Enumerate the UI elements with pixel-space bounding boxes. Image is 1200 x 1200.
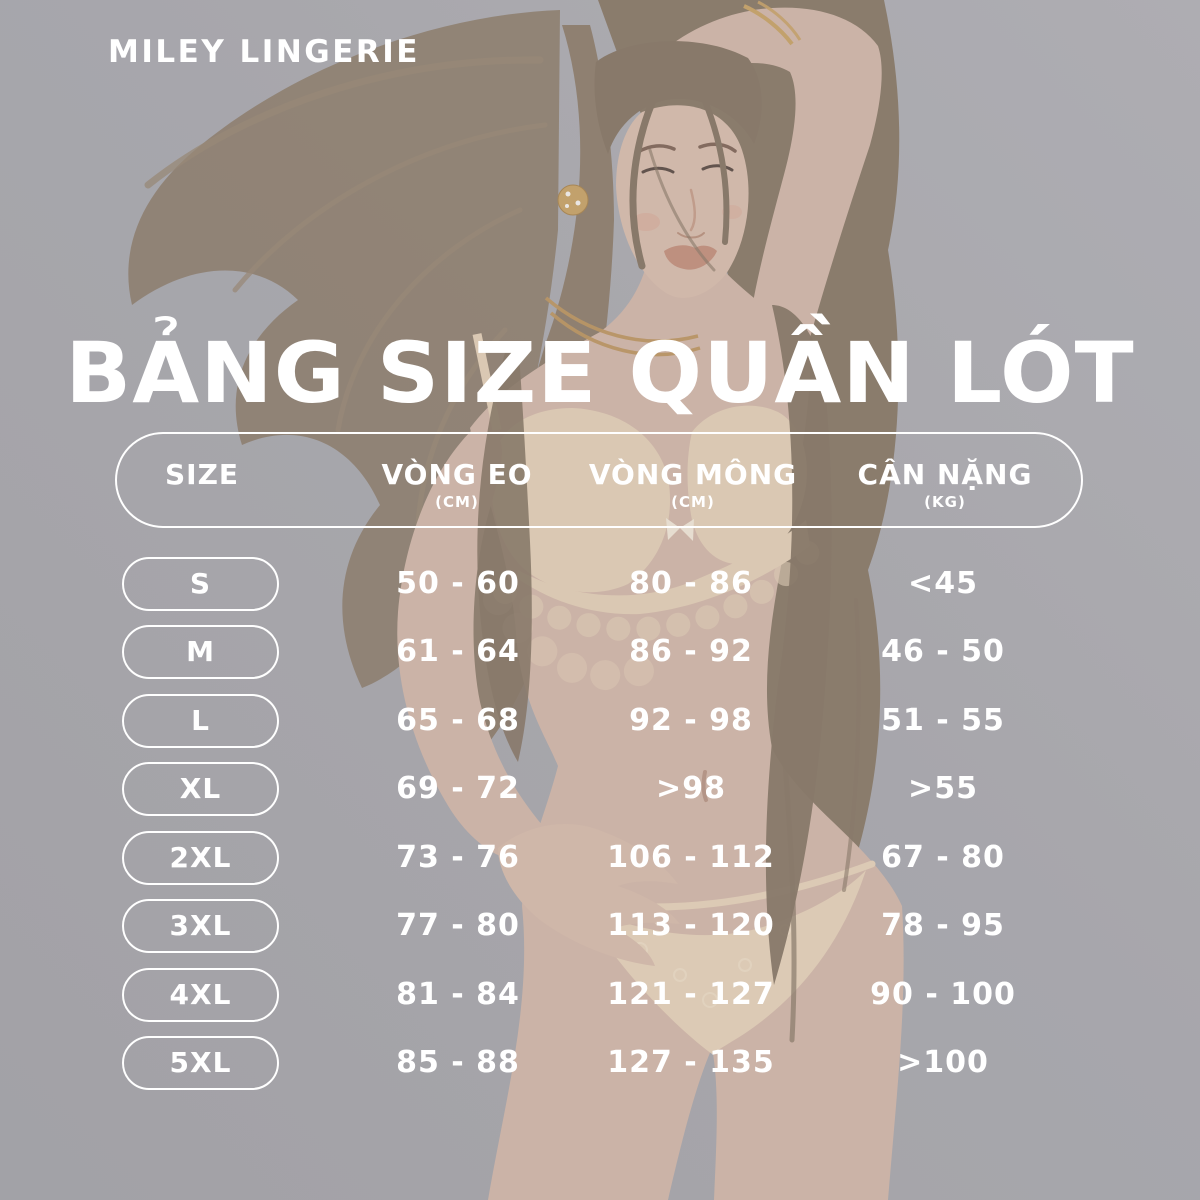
hip-value: 121 - 127 [607, 977, 775, 1012]
waist-value: 50 - 60 [396, 566, 520, 601]
bracelet [743, 0, 802, 46]
bra-bow [666, 518, 694, 541]
size-pill: M [122, 625, 279, 679]
column-unit: (CM) [435, 493, 479, 511]
size-pill-label: 5XL [169, 1046, 232, 1079]
waist-value: 85 - 88 [396, 1045, 520, 1080]
hip-value: 113 - 120 [607, 908, 775, 943]
header-col-waist: VÒNG EO (CM) [381, 458, 532, 511]
table-row: 4XL 81 - 84 121 - 127 90 - 100 [0, 968, 1200, 1022]
size-pill-label: XL [179, 772, 222, 805]
waist-value: 77 - 80 [396, 908, 520, 943]
size-pill: 3XL [122, 899, 279, 953]
waist-value: 61 - 64 [396, 634, 520, 669]
navel [701, 770, 708, 802]
size-pill-label: L [191, 704, 210, 737]
weight-value: 67 - 80 [881, 840, 1005, 875]
size-pill: 4XL [122, 968, 279, 1022]
table-row: 5XL 85 - 88 127 - 135 >100 [0, 1036, 1200, 1090]
weight-value: 90 - 100 [870, 977, 1016, 1012]
hip-value: 92 - 98 [629, 703, 753, 738]
size-pill: 5XL [122, 1036, 279, 1090]
earring [557, 184, 589, 216]
column-label: CÂN NẶNG [857, 458, 1033, 491]
waist-value: 65 - 68 [396, 703, 520, 738]
column-label: VÒNG MÔNG [588, 458, 798, 491]
model-hair-front [477, 91, 861, 1043]
column-unit: (KG) [924, 493, 966, 511]
weight-value: <45 [908, 566, 978, 601]
size-pill: XL [122, 762, 279, 816]
hip-value: 80 - 86 [629, 566, 753, 601]
model-jewelry [544, 184, 701, 357]
page-title: BẢNG SIZE QUẦN LÓT [65, 324, 1135, 422]
hip-value: 86 - 92 [629, 634, 753, 669]
weight-value: >55 [908, 771, 978, 806]
table-row: S 50 - 60 80 - 86 <45 [0, 557, 1200, 611]
weight-value: 51 - 55 [881, 703, 1005, 738]
weight-value: 46 - 50 [881, 634, 1005, 669]
model-raised-arm [594, 0, 882, 345]
table-row: XL 69 - 72 >98 >55 [0, 762, 1200, 816]
size-pill: S [122, 557, 279, 611]
size-pill-label: 3XL [169, 909, 232, 942]
column-label: SIZE [164, 458, 240, 491]
hip-value: 106 - 112 [607, 840, 775, 875]
model-face [616, 105, 749, 298]
hip-value: >98 [656, 771, 726, 806]
table-row: 3XL 77 - 80 113 - 120 78 - 95 [0, 899, 1200, 953]
size-pill-label: M [186, 635, 215, 668]
model-lower-arm-hand [397, 430, 680, 966]
size-pill-label: 2XL [169, 841, 232, 874]
hip-value: 127 - 135 [607, 1045, 775, 1080]
size-pill-label: S [189, 567, 212, 600]
table-row: 2XL 73 - 76 106 - 112 67 - 80 [0, 831, 1200, 885]
waist-value: 73 - 76 [396, 840, 520, 875]
column-label: VÒNG EO [381, 458, 533, 491]
table-row: L 65 - 68 92 - 98 51 - 55 [0, 694, 1200, 748]
weight-value: >100 [897, 1045, 989, 1080]
header-col-size: SIZE [165, 458, 239, 493]
header-col-hip: VÒNG MÔNG (CM) [589, 458, 797, 511]
size-pill: L [122, 694, 279, 748]
waist-value: 69 - 72 [396, 771, 520, 806]
header-col-weight: CÂN NẶNG (KG) [858, 458, 1033, 511]
brand-logo: MILEY LINGERIE [108, 34, 420, 70]
column-unit: (CM) [671, 493, 715, 511]
table-header: SIZE VÒNG EO (CM) VÒNG MÔNG (CM) CÂN NẶN… [115, 432, 1083, 528]
size-pill: 2XL [122, 831, 279, 885]
weight-value: 78 - 95 [881, 908, 1005, 943]
size-pill-label: 4XL [169, 978, 232, 1011]
waist-value: 81 - 84 [396, 977, 520, 1012]
table-row: M 61 - 64 86 - 92 46 - 50 [0, 625, 1200, 679]
